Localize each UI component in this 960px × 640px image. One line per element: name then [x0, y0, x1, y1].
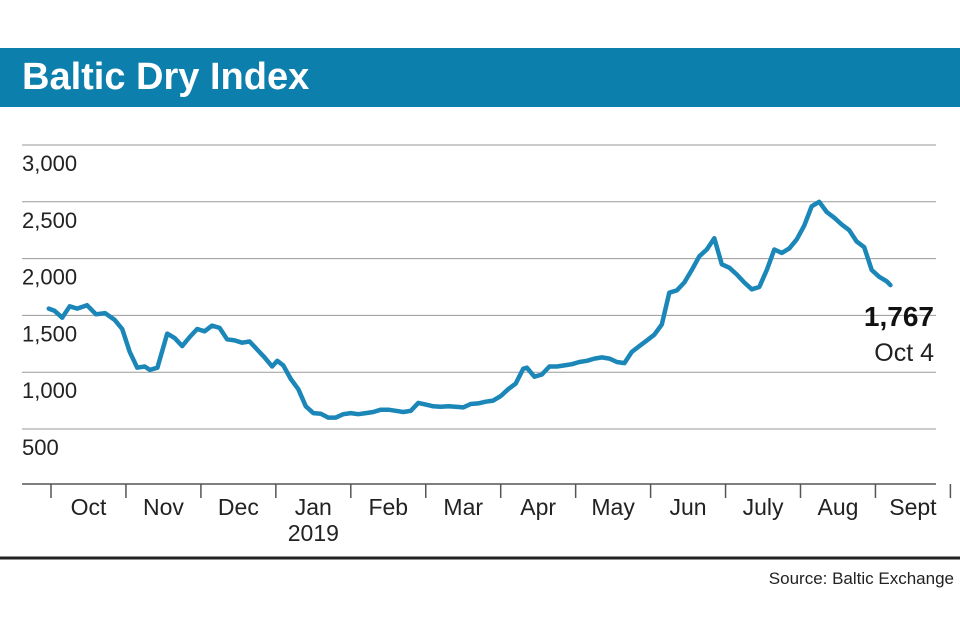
- x-tick-sublabel: 2019: [288, 520, 339, 546]
- x-tick-label: July: [743, 494, 784, 520]
- y-tick-label: 500: [22, 435, 59, 460]
- y-tick-label: 1,000: [22, 378, 77, 403]
- source-note: Source: Baltic Exchange: [769, 569, 954, 588]
- x-tick-label: Apr: [520, 494, 556, 520]
- x-tick-label: May: [591, 494, 635, 520]
- series-line: [46, 199, 893, 420]
- y-axis: 3,000 2,500 2,000 1,500 1,000 500: [22, 151, 77, 460]
- y-tick-label: 3,000: [22, 151, 77, 176]
- title-band: Baltic Dry Index: [0, 48, 960, 107]
- y-tick-label: 2,500: [22, 208, 77, 233]
- y-tick-label: 2,000: [22, 265, 77, 290]
- chart-area: 3,000 2,500 2,000 1,500 1,000 500 Oct Nov Dec Ja…: [0, 144, 960, 588]
- x-tick-label: Jan: [295, 494, 332, 520]
- end-value-label: 1,767: [864, 301, 934, 332]
- x-tick-label: Nov: [143, 494, 184, 520]
- end-date-label: Oct 4: [874, 339, 934, 367]
- x-tick-label: Jun: [670, 494, 707, 520]
- x-tick-label: Oct: [71, 494, 107, 520]
- gridlines: [22, 144, 936, 430]
- y-tick-label: 1,500: [22, 321, 77, 346]
- x-tick-label: Dec: [218, 494, 259, 520]
- x-tick-label: Aug: [818, 494, 859, 520]
- x-tick-label: Sept: [889, 494, 937, 520]
- x-tick-label: Mar: [443, 494, 483, 520]
- x-tick-label: Feb: [368, 494, 408, 520]
- chart-title: Baltic Dry Index: [22, 56, 310, 98]
